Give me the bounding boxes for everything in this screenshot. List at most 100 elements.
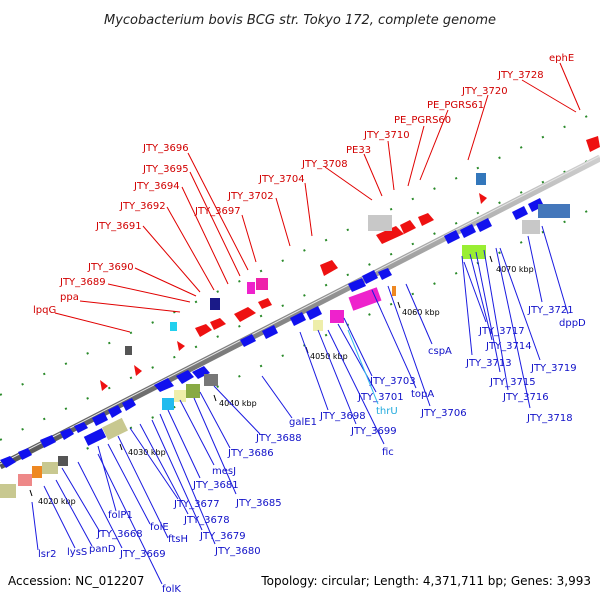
gene-label: JTY_3719 [530, 363, 577, 374]
map-title: Mycobacterium bovis BCG str. Tokyo 172, … [104, 13, 496, 28]
feature-box [102, 417, 128, 441]
inner-reverse-guide [0, 204, 600, 491]
feature-box [42, 462, 58, 474]
gene-arrow [92, 412, 108, 426]
leader-line [97, 453, 163, 585]
gene-label: JTY_3720 [461, 86, 508, 97]
gene-label: JTY_3688 [255, 433, 302, 444]
gene-label: folK [162, 584, 181, 595]
gene-arrow [258, 298, 272, 309]
gene-arrow [176, 370, 194, 384]
leader-line [181, 186, 229, 285]
leader-line [469, 253, 493, 341]
leader-line [527, 235, 543, 303]
gene-label: JTY_3714 [485, 341, 532, 352]
gene-arrow [100, 380, 108, 391]
gene-label: mesJ [212, 466, 236, 477]
leader-line [483, 249, 509, 391]
leader-line [407, 125, 425, 187]
reverse-gene-labels: lsr2 lysS panD JTY_3668 JTY_3669 folK fo… [31, 225, 586, 595]
feature-box [368, 215, 392, 231]
leader-line [387, 140, 395, 191]
gene-label: JTY_3697 [194, 206, 241, 217]
gene-label: dppD [559, 318, 586, 329]
feature-box [462, 245, 486, 259]
gene-label: cspA [428, 346, 452, 357]
gene-arrow [348, 278, 366, 292]
leader-line [142, 225, 201, 293]
gene-arrow [74, 422, 88, 433]
lane-guides [0, 109, 600, 491]
gene-arrow [262, 325, 278, 339]
leader-line [419, 109, 449, 181]
feature-box [476, 173, 486, 185]
leader-line [79, 300, 181, 313]
gene-arrow [192, 366, 210, 379]
gene-label: JTY_3708 [301, 159, 348, 170]
leader-line [463, 261, 487, 323]
gene-label: JTY_3715 [489, 377, 536, 388]
gene-label: JTY_3691 [95, 221, 142, 232]
gene-label: JTY_3696 [142, 143, 189, 154]
gene-label: JTY_3704 [258, 174, 305, 185]
gene-label: JTY_3681 [192, 480, 239, 491]
leader-line [327, 329, 385, 445]
scale-label: 4060 kbp [402, 308, 440, 317]
gene-block [83, 428, 107, 446]
gene-label: JTY_3718 [526, 413, 573, 424]
leader-line [43, 485, 76, 549]
leader-line [134, 267, 197, 297]
feature-box [313, 320, 323, 331]
leader-line [317, 329, 357, 425]
leader-line [343, 317, 373, 377]
inner-forward-guide [0, 154, 600, 441]
leader-line [559, 62, 581, 111]
forward-gene-labels: lpqG ppa JTY_3689 JTY_3690 JTY_3691 JTY_… [33, 53, 581, 333]
gene-arrow [362, 270, 378, 284]
leader-line [117, 435, 169, 539]
scale-tick [119, 443, 123, 451]
gene-label: folP1 [108, 510, 133, 521]
gene-label: JTY_3716 [502, 392, 549, 403]
gene-arrow [108, 405, 122, 418]
gene-label: JTY_3701 [357, 392, 404, 403]
gene-label: JTY_3692 [119, 201, 166, 212]
gene-arrow [476, 218, 492, 232]
gene-arrow [378, 268, 392, 280]
gene-label: PE_PGRS61 [427, 100, 484, 111]
feature-box [58, 456, 68, 466]
gene-arrow [320, 260, 338, 276]
misc-features [0, 173, 570, 498]
leader-line [521, 79, 577, 113]
leader-line [275, 197, 291, 247]
scale-label: 4070 kbp [496, 265, 534, 274]
gene-arrow [418, 213, 434, 226]
leader-line [475, 251, 501, 373]
gene-arrow [512, 206, 528, 220]
leader-line [107, 283, 191, 303]
gene-arrow [210, 318, 226, 330]
gene-label: JTY_3702 [227, 191, 274, 202]
gene-label: JTY_3728 [497, 70, 544, 81]
feature-box [204, 374, 218, 386]
leader-line [167, 409, 201, 479]
gene-label: JTY_3669 [119, 549, 166, 560]
leader-line [129, 427, 179, 500]
gene-arrow [0, 456, 16, 468]
scale-tick [489, 255, 493, 263]
leader-line [337, 323, 377, 393]
gene-label: JTY_3695 [142, 164, 189, 175]
gene-label: PE_PGRS60 [394, 115, 451, 126]
leader-line [159, 413, 216, 545]
gene-label: JTY_3717 [478, 326, 525, 337]
gene-label: galE1 [289, 417, 317, 428]
scale-tick [397, 301, 401, 309]
gene-label: folE [150, 522, 169, 533]
leader-line [31, 501, 39, 551]
feature-box [18, 474, 32, 486]
leader-line [61, 467, 101, 533]
gene-label: thrU [376, 406, 398, 417]
gene-arrow [460, 224, 476, 238]
leader-line [199, 391, 231, 449]
